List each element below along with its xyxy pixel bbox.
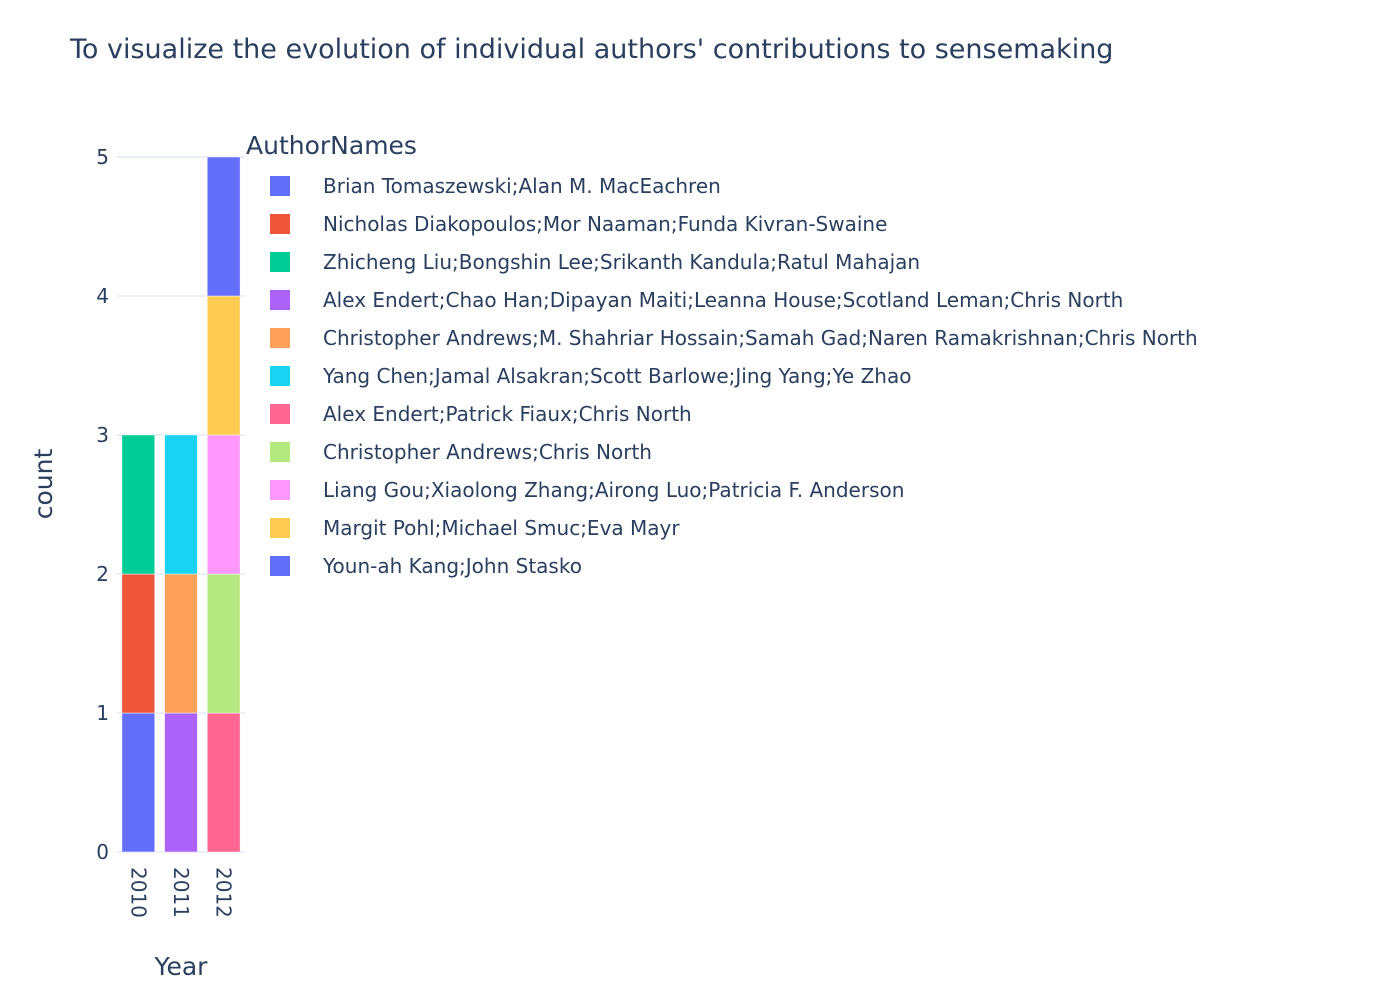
legend-label: Youn-ah Kang;John Stasko — [322, 554, 582, 578]
bar-segment — [206, 156, 241, 297]
legend-label: Liang Gou;Xiaolong Zhang;Airong Luo;Patr… — [323, 478, 904, 502]
legend-item: Nicholas Diakopoulos;Mor Naaman;Funda Ki… — [270, 212, 887, 236]
axes: 0 1 2 3 4 5 2010 2011 2012 — [96, 145, 235, 918]
legend-title: AuthorNames — [246, 131, 417, 160]
y-tick-label: 5 — [96, 145, 109, 169]
legend-item: Liang Gou;Xiaolong Zhang;Airong Luo;Patr… — [270, 478, 904, 502]
legend-item: Zhicheng Liu;Bongshin Lee;Srikanth Kandu… — [270, 250, 920, 274]
legend-label: Margit Pohl;Michael Smuc;Eva Mayr — [323, 516, 680, 540]
bar-segment — [164, 434, 198, 575]
legend-label: Alex Endert;Chao Han;Dipayan Maiti;Leann… — [323, 288, 1123, 312]
x-tick-label: 2010 — [126, 867, 150, 918]
legend: Brian Tomaszewski;Alan M. MacEachren Nich… — [270, 174, 1198, 578]
x-axis-title: Year — [154, 952, 209, 981]
legend-item: Christopher Andrews;Chris North — [270, 440, 652, 464]
x-tick-label: 2012 — [212, 867, 236, 918]
legend-item: Christopher Andrews;M. Shahriar Hossain;… — [270, 326, 1198, 350]
legend-label: Alex Endert;Patrick Fiaux;Chris North — [323, 402, 692, 426]
bar-segment — [206, 573, 241, 714]
legend-swatch — [270, 404, 290, 424]
legend-label: Christopher Andrews;M. Shahriar Hossain;… — [323, 326, 1198, 350]
legend-item: Yang Chen;Jamal Alsakran;Scott Barlowe;J… — [270, 364, 911, 388]
legend-item: Margit Pohl;Michael Smuc;Eva Mayr — [270, 516, 680, 540]
legend-item: Alex Endert;Patrick Fiaux;Chris North — [270, 402, 692, 426]
legend-swatch — [270, 518, 290, 538]
y-tick-label: 2 — [96, 562, 109, 586]
legend-label: Brian Tomaszewski;Alan M. MacEachren — [323, 174, 721, 198]
legend-item: Alex Endert;Chao Han;Dipayan Maiti;Leann… — [270, 288, 1123, 312]
legend-label: Nicholas Diakopoulos;Mor Naaman;Funda Ki… — [323, 212, 887, 236]
x-tick-label: 2011 — [169, 867, 193, 918]
bar-segment — [121, 712, 156, 853]
legend-swatch — [270, 214, 290, 234]
bar-segment — [121, 573, 156, 714]
legend-item: Brian Tomaszewski;Alan M. MacEachren — [270, 174, 721, 198]
legend-swatch — [270, 176, 290, 196]
y-tick-label: 3 — [96, 423, 109, 447]
y-tick-label: 4 — [96, 284, 109, 308]
bars — [121, 156, 241, 853]
legend-swatch — [270, 328, 290, 348]
y-tick-label: 0 — [96, 840, 109, 864]
y-tick-label: 1 — [96, 701, 109, 725]
legend-item: Youn-ah Kang;John Stasko — [270, 554, 582, 578]
chart-title: To visualize the evolution of individual… — [69, 34, 1113, 65]
legend-swatch — [270, 252, 290, 272]
legend-label: Yang Chen;Jamal Alsakran;Scott Barlowe;J… — [322, 364, 911, 388]
legend-swatch — [270, 480, 290, 500]
bar-segment — [164, 712, 198, 853]
legend-label: Christopher Andrews;Chris North — [323, 440, 652, 464]
bar-segment — [164, 573, 198, 714]
legend-swatch — [270, 442, 290, 462]
legend-label: Zhicheng Liu;Bongshin Lee;Srikanth Kandu… — [323, 250, 920, 274]
bar-segment — [206, 712, 241, 853]
legend-swatch — [270, 556, 290, 576]
bar-segment — [206, 434, 241, 575]
legend-swatch — [270, 290, 290, 310]
legend-swatch — [270, 366, 290, 386]
bar-segment — [121, 434, 156, 575]
bar-segment — [206, 295, 241, 436]
y-axis-title: count — [29, 449, 58, 520]
